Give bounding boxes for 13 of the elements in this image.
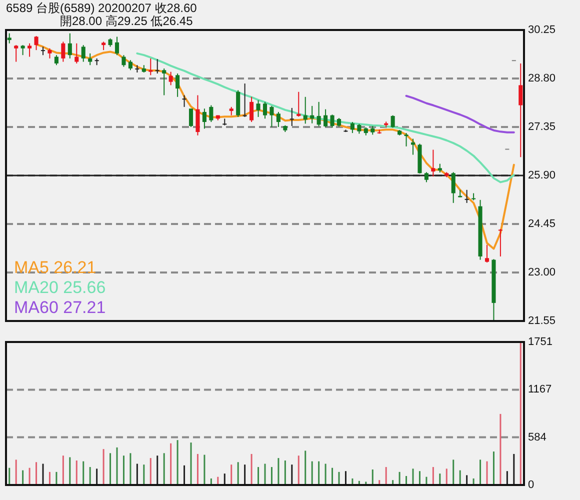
chart-title: 6589 台股(6589) 20200207 收28.60	[6, 1, 198, 15]
y-tick-label: 24.45	[528, 218, 556, 230]
y-tick-label: 21.55	[528, 315, 556, 327]
chart-subtitle: 開28.00 高29.25 低26.45	[60, 14, 194, 28]
y-tick-label: 25.90	[528, 170, 556, 182]
y-tick-label: 0	[528, 479, 534, 491]
y-tick-label: 28.80	[528, 72, 556, 84]
y-tick-label: 1751	[528, 336, 552, 348]
y-tick-label: 23.00	[528, 266, 556, 278]
y-tick-label: 30.25	[528, 24, 556, 36]
y-tick-label: 27.35	[528, 121, 556, 133]
y-tick-label: 1167	[528, 384, 552, 396]
y-tick-label: 584	[528, 431, 546, 444]
